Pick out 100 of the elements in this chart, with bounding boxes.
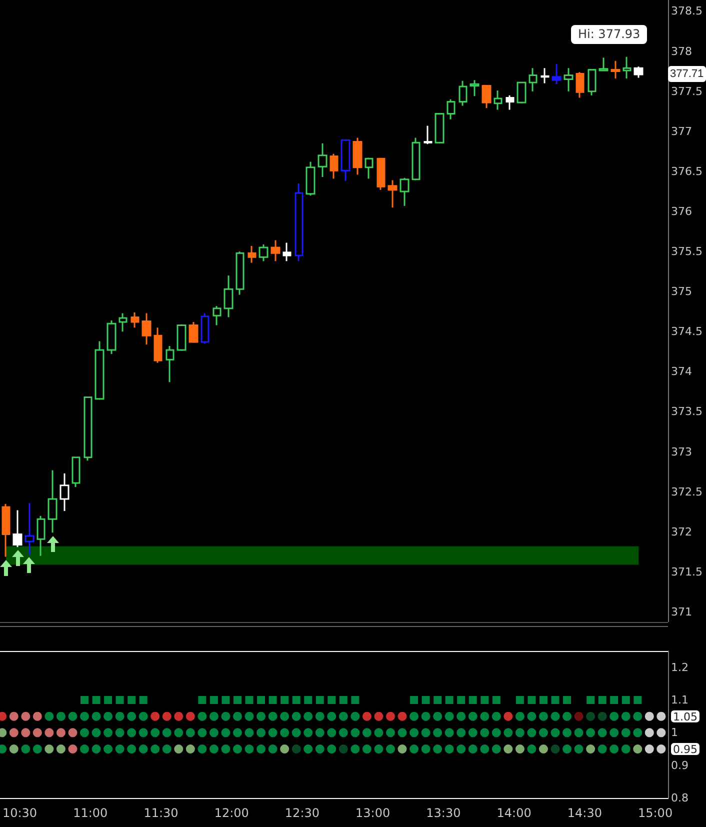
point <box>328 696 336 704</box>
candlestick <box>516 82 526 104</box>
y-tick-label: 374 <box>671 365 692 378</box>
point <box>292 744 301 754</box>
point <box>104 696 112 704</box>
point <box>433 744 442 754</box>
point <box>92 728 101 738</box>
point <box>221 744 230 754</box>
point <box>492 712 501 721</box>
candlestick <box>248 245 256 264</box>
candlestick <box>376 158 386 191</box>
candlestick <box>294 182 304 262</box>
point <box>256 744 266 754</box>
point <box>351 696 360 704</box>
point <box>186 728 195 738</box>
point <box>150 712 160 721</box>
candlestick <box>236 250 244 296</box>
point <box>480 696 489 704</box>
point <box>621 744 630 754</box>
point <box>233 712 242 721</box>
point <box>480 712 490 721</box>
y-tick-label: 373.5 <box>671 405 702 418</box>
point <box>209 728 218 738</box>
point <box>480 728 490 738</box>
point <box>56 744 66 754</box>
point <box>174 712 184 721</box>
point <box>198 696 206 704</box>
point <box>515 712 524 721</box>
point <box>374 712 384 721</box>
point <box>198 712 207 721</box>
candlestick <box>224 274 234 318</box>
point <box>586 744 596 754</box>
point <box>350 728 360 738</box>
candlestick <box>72 456 80 488</box>
point <box>562 712 572 721</box>
x-tick-label: 12:30 <box>284 806 320 820</box>
annotation: Hi: 377.93 <box>570 24 648 44</box>
point <box>457 696 466 704</box>
point <box>244 728 254 738</box>
candlestick <box>84 396 92 462</box>
candlestick <box>446 98 456 120</box>
candlestick <box>176 324 186 352</box>
point <box>68 712 78 721</box>
point <box>468 744 478 754</box>
candlestick <box>330 153 338 180</box>
point <box>362 712 372 721</box>
point <box>268 696 277 704</box>
point <box>32 712 42 721</box>
point <box>550 728 560 738</box>
point <box>315 728 324 738</box>
point <box>410 728 419 738</box>
candlestick <box>24 502 34 556</box>
point <box>186 712 195 721</box>
candlestick <box>282 242 292 262</box>
point <box>362 728 372 738</box>
point <box>304 696 312 704</box>
point <box>127 744 136 754</box>
point <box>598 744 607 754</box>
point <box>563 696 572 704</box>
point <box>338 728 348 738</box>
point <box>515 728 524 738</box>
point <box>610 712 619 721</box>
point <box>386 744 395 754</box>
point <box>444 744 454 754</box>
point <box>56 728 66 738</box>
point <box>528 696 536 704</box>
y-tick-label: 372.5 <box>671 485 702 498</box>
point <box>574 744 584 754</box>
point <box>410 696 418 704</box>
candlestick <box>270 240 280 262</box>
point <box>634 696 642 704</box>
candlestick <box>494 90 502 110</box>
point <box>162 744 172 754</box>
point <box>527 744 536 754</box>
candlestick <box>118 312 128 332</box>
point <box>610 744 619 754</box>
candlestick <box>388 179 398 208</box>
point <box>162 728 172 738</box>
point <box>304 744 313 754</box>
candlestick <box>576 71 584 98</box>
point <box>421 744 430 754</box>
point <box>162 712 172 721</box>
point <box>210 696 218 704</box>
point <box>21 728 30 738</box>
point <box>80 712 89 721</box>
point <box>327 728 336 738</box>
point <box>9 712 18 721</box>
candlestick <box>552 63 562 85</box>
candlestick <box>48 469 58 534</box>
point <box>610 728 619 738</box>
point <box>656 744 666 754</box>
point <box>434 696 442 704</box>
candlestick <box>506 94 514 110</box>
candlestick <box>622 56 632 80</box>
point <box>256 712 266 721</box>
candlestick <box>142 312 152 346</box>
candlestick <box>130 312 140 328</box>
point <box>410 744 419 754</box>
point <box>92 696 100 704</box>
point <box>127 728 136 738</box>
